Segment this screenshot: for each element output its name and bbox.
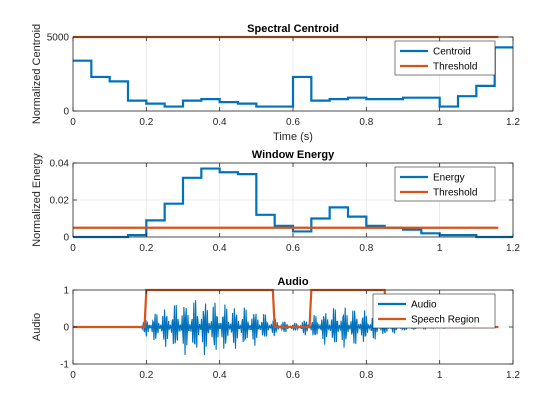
y-tick-label: 0: [63, 107, 69, 118]
x-tick-label: 0.8: [359, 243, 373, 254]
x-tick-label: 0.6: [286, 117, 300, 128]
x-tick-label: 0: [70, 370, 76, 381]
legend: Audio Speech Region: [372, 293, 496, 329]
chart-title: Window Energy: [252, 149, 335, 161]
x-tick-label: 0: [70, 117, 76, 128]
x-tick-label: 1: [437, 117, 443, 128]
legend-box: [394, 40, 496, 76]
y-axis-label: Normalized Centroid: [31, 24, 43, 124]
y-tick-label: -1: [60, 360, 69, 371]
y-tick-label: 0: [63, 233, 69, 244]
x-tick-label: 0.4: [213, 117, 227, 128]
y-tick-label: 0: [63, 323, 69, 334]
x-tick-label: 1.2: [506, 243, 520, 254]
y-axis-label: Audio: [31, 313, 43, 341]
chart-title: Spectral Centroid: [247, 23, 339, 35]
y-tick-label: 0.02: [50, 196, 70, 207]
chart-title: Audio: [277, 276, 308, 288]
legend-entry: Speech Region: [411, 315, 479, 326]
legend-box: [372, 293, 496, 329]
x-tick-label: 0: [70, 243, 76, 254]
x-tick-label: 0.2: [139, 117, 153, 128]
chart-panel-2: 0 0.2 0.4 0.6 0.8 1 1.2 0 0.02 0.04 Window Energy N…: [31, 149, 520, 254]
chart-panel-1: 0 0.2 0.4 0.6 0.8 1 1.2 0 5000 Spectral Centroid T…: [31, 23, 520, 143]
x-tick-label: 1: [437, 370, 443, 381]
legend: Energy Threshold: [394, 166, 496, 202]
legend-entry: Energy: [433, 173, 465, 184]
legend-entry: Threshold: [433, 62, 477, 73]
legend-entry: Threshold: [433, 188, 477, 199]
x-tick-label: 0.4: [213, 370, 227, 381]
x-tick-label: 1: [437, 243, 443, 254]
chart-panel-3: 0 0.2 0.4 0.6 0.8 1 1.2-101AudioAudioAudioSpee…: [31, 276, 520, 381]
y-axis-label: Normalized Energy: [31, 153, 43, 247]
x-tick-label: 1.2: [506, 117, 520, 128]
legend-box: [394, 166, 496, 202]
y-tick-label: 5000: [47, 33, 70, 44]
x-tick-label: 0.6: [286, 243, 300, 254]
x-tick-label: 0.8: [359, 117, 373, 128]
y-tick-label: 1: [63, 286, 69, 297]
x-tick-label: 0.6: [286, 370, 300, 381]
x-tick-label: 1.2: [506, 370, 520, 381]
legend-entry: Centroid: [433, 47, 471, 58]
plot-area: [73, 167, 513, 239]
legend: Centroid Threshold: [394, 40, 496, 76]
y-tick-label: 0.04: [50, 159, 70, 170]
x-axis-label: Time (s): [273, 131, 313, 143]
x-tick-label: 0.2: [139, 370, 153, 381]
legend-entry: Audio: [411, 300, 437, 311]
x-tick-label: 0.2: [139, 243, 153, 254]
x-tick-label: 0.4: [213, 243, 227, 254]
series-line-centroid: [73, 46, 513, 108]
x-tick-label: 0.8: [359, 370, 373, 381]
